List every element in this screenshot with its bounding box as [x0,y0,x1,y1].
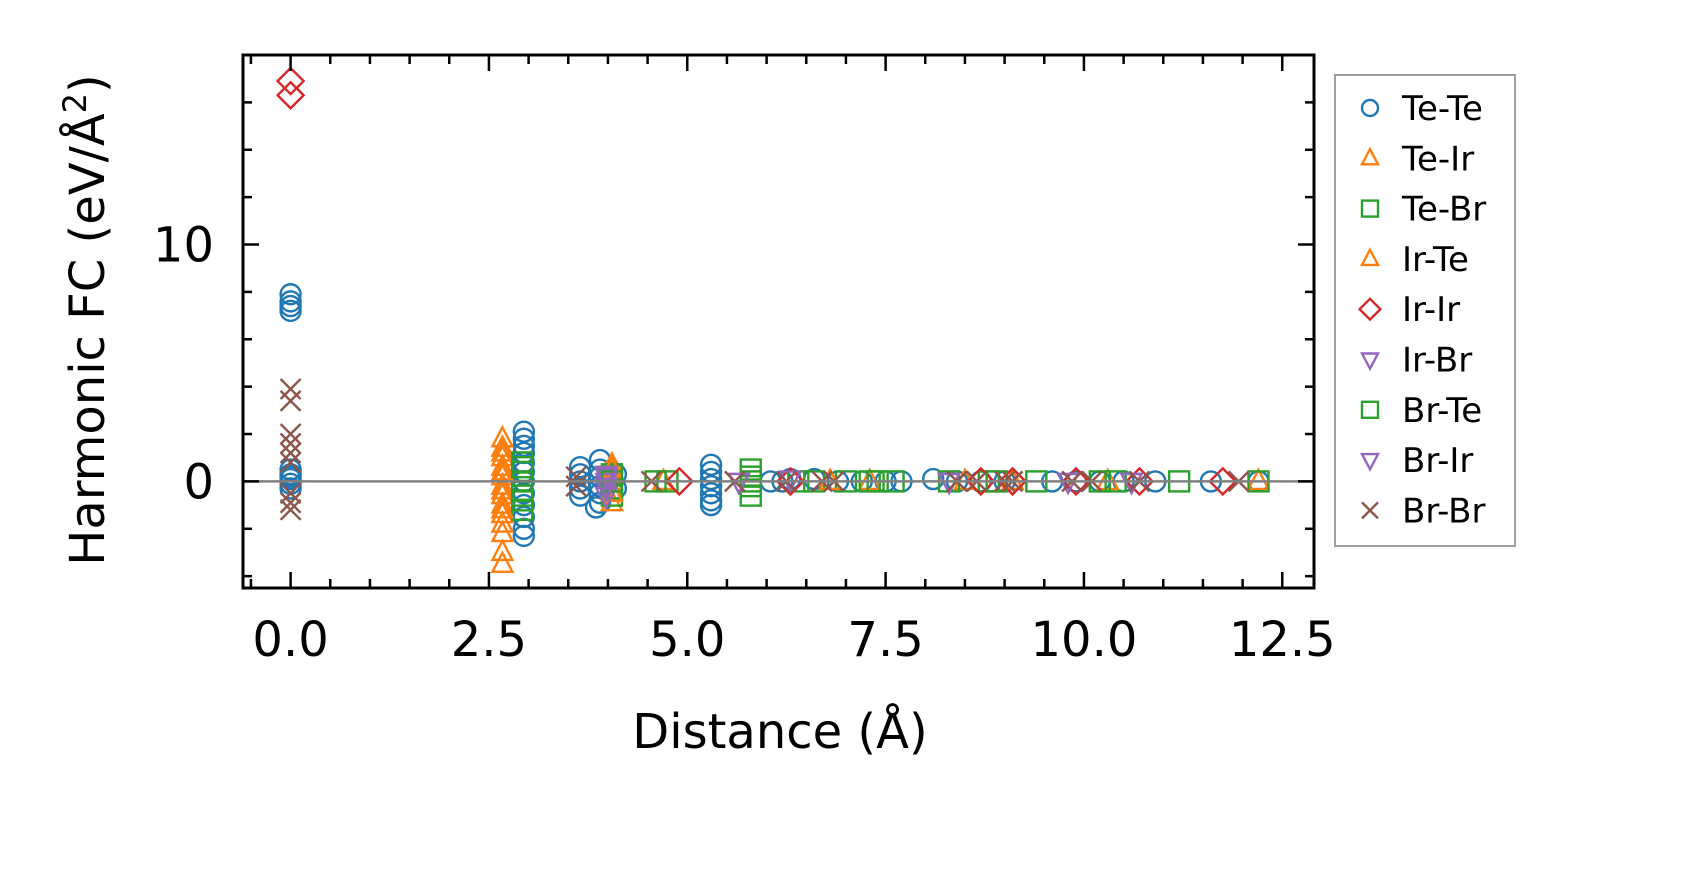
data-point [739,484,762,507]
data-point [512,427,536,450]
legend-marker [1360,247,1380,267]
legend-item-te-br: Te-Br [1360,190,1486,230]
legend-marker [1360,352,1380,372]
data-point [279,294,302,318]
data-point [699,453,723,477]
legend-label: Te-Ir [1401,139,1474,179]
legend-marker [1361,501,1379,520]
legend-label: Br-Te [1402,391,1482,431]
legend-label: Br-Br [1402,491,1486,531]
data-point [1124,466,1155,497]
data-point [511,498,534,522]
legend-item-ir-br: Ir-Br [1360,341,1472,381]
data-point [279,283,302,306]
data-point [565,465,588,488]
data-point [275,66,306,96]
data-point [490,509,515,533]
legend-label: Br-Ir [1402,441,1473,481]
x-tick-label: 10.0 [1030,612,1137,668]
legend-item-ir-ir: Ir-Ir [1357,290,1460,330]
data-point [490,538,515,562]
data-point [699,482,723,505]
data-point [512,482,536,505]
data-point [279,491,302,514]
data-point [279,390,302,412]
x-tick-label: 12.5 [1229,612,1336,668]
legend-label: Ir-Ir [1402,290,1460,330]
data-point [512,524,536,548]
series-te-te [279,283,1270,548]
data-point [279,299,302,323]
legend-frame [1334,74,1516,547]
x-tick-label: 7.5 [847,612,923,668]
legend-marker [1360,98,1380,118]
data-point [279,482,302,505]
legend-marker [1360,199,1380,218]
data-point [490,550,515,574]
legend-marker [1360,400,1380,419]
legend-marker [1360,452,1380,472]
data-point [664,466,695,497]
data-point [699,467,723,491]
legend-label: Ir-Br [1402,341,1472,381]
series-br-br [279,378,1250,521]
data-point [279,451,302,474]
legend-marker [1360,146,1380,166]
tick-labels: 0.0 2.5 5.0 7.5 10.0 12.5 0 10 [153,218,1336,668]
data-point [1095,467,1120,491]
data-point [275,80,306,110]
points-layer [275,66,1271,574]
data-point [594,477,619,501]
data-point [279,423,302,445]
ticks-layer [243,53,1314,588]
legend-label: Te-Te [1401,89,1483,129]
x-tick-label: 0.0 [252,612,328,668]
series-ir-ir [275,66,1238,497]
y-axis-label-sup: 2 [56,93,94,113]
data-point [279,477,302,500]
data-point [279,498,302,521]
data-point [511,455,534,479]
data-point [279,378,302,400]
data-point [512,420,536,443]
legend-item-te-te: Te-Te [1360,89,1483,129]
data-point [1208,466,1238,497]
data-point [279,432,302,455]
data-point [511,484,534,507]
legend-item-br-te: Br-Te [1360,391,1482,431]
x-axis-label: Distance (Å) [632,703,927,760]
data-point [1246,467,1271,491]
legend-item-ir-te: Ir-Te [1360,240,1469,280]
legend: Te-Te Te-Ir Te-Br Ir-Te Ir-Ir Ir-Br Br-Te Br-Ir… [1334,74,1516,547]
data-point [997,466,1028,497]
x-tick-label: 2.5 [451,612,527,668]
y-axis-label-end: ) [60,74,116,93]
y-axis-label-main: Harmonic FC (eV/Å [59,113,116,566]
data-point [512,434,536,458]
y-tick-label: 10 [153,218,214,274]
data-point [565,475,588,497]
data-point [490,495,515,519]
data-point [922,467,945,491]
plot-frame [241,53,1316,590]
y-axis-label: Harmonic FC (eV/Å2) [56,74,116,566]
data-point [857,467,882,491]
data-point [279,442,302,464]
legend-item-te-ir: Te-Ir [1360,139,1474,179]
data-point [699,493,723,517]
x-tick-label: 5.0 [649,612,725,668]
legend-item-br-br: Br-Br [1361,491,1486,531]
legend-marker [1357,297,1383,322]
legend-label: Ir-Te [1402,240,1469,280]
legend-label: Te-Br [1401,190,1486,230]
y-tick-label: 0 [183,454,214,510]
legend-item-br-ir: Br-Ir [1360,441,1473,481]
data-point [279,465,302,488]
